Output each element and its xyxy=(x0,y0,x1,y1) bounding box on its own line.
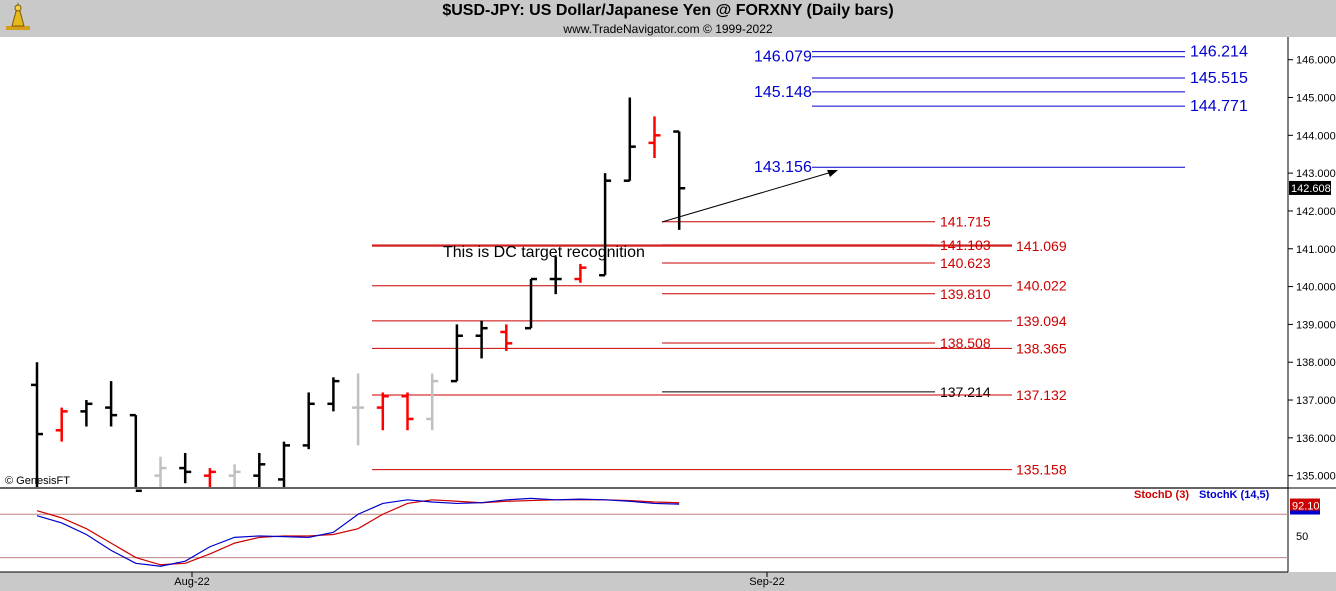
stoch-value-badge-k xyxy=(1290,510,1320,515)
price-bar xyxy=(129,413,142,493)
annotation-arrow-line xyxy=(661,171,833,223)
price-bar xyxy=(278,441,290,487)
level-label: 139.094 xyxy=(1016,313,1067,329)
price-bar xyxy=(253,452,266,487)
price-bar xyxy=(648,116,661,159)
price-tick-label: 146.000 xyxy=(1296,55,1336,67)
level-label: 139.810 xyxy=(940,286,991,302)
price-bar xyxy=(599,173,612,277)
level-label: 145.515 xyxy=(1190,70,1248,87)
target-levels: 146.214 146.079 145.515 145.148 144.771 143.1… xyxy=(372,44,1248,478)
price-bar xyxy=(376,392,389,431)
price-bar xyxy=(327,377,340,412)
stoch-legend-label: StochD (3) xyxy=(1134,489,1189,501)
annotation-text: This is DC target recognition xyxy=(443,244,645,261)
price-tick-label: 138.000 xyxy=(1296,357,1336,369)
price-tick-label: 140.000 xyxy=(1296,282,1336,294)
price-bar xyxy=(450,324,463,383)
last-price-label: 142.608 xyxy=(1291,183,1331,195)
price-bar xyxy=(525,277,537,330)
watermark-text: © GenesisFT xyxy=(5,475,70,487)
price-tick-label: 137.000 xyxy=(1296,395,1336,407)
annotation-arrow-head xyxy=(827,170,838,177)
level-label: 135.158 xyxy=(1016,462,1067,478)
annotation-layer: This is DC target recognition © GenesisF… xyxy=(5,244,645,487)
price-bar xyxy=(179,452,192,484)
price-tick-label: 141.000 xyxy=(1296,244,1336,256)
price-tick-label: 145.000 xyxy=(1296,93,1336,105)
level-label: 141.715 xyxy=(940,214,991,230)
price-tick-label: 136.000 xyxy=(1296,433,1336,445)
date-tick-label: Sep-22 xyxy=(749,576,784,588)
price-bar xyxy=(80,400,93,427)
level-label: 141.069 xyxy=(1016,238,1067,254)
price-bar xyxy=(500,324,513,351)
price-panel-background xyxy=(0,37,1288,487)
level-label: 140.623 xyxy=(940,255,991,271)
level-label: 146.214 xyxy=(1190,44,1248,61)
level-label: 140.022 xyxy=(1016,278,1067,294)
price-tick-label: 142.000 xyxy=(1296,206,1336,218)
stochastic-panel: 50 StochD (3) StochK (14,5) 92.10 xyxy=(0,489,1320,567)
stoch-tick-label: 50 xyxy=(1296,531,1308,543)
date-tick-label: Aug-22 xyxy=(174,576,209,588)
level-label: 143.156 xyxy=(754,159,812,176)
stoch-legend-label: StochK (14,5) xyxy=(1199,489,1270,501)
level-label: 137.214 xyxy=(940,384,991,400)
stoch-value-label: 92.10 xyxy=(1292,501,1320,513)
price-bar xyxy=(55,407,68,442)
price-tick-label: 143.000 xyxy=(1296,168,1336,180)
price-axis: 146.000 145.000 144.000 143.000 142.000 141.0… xyxy=(174,55,1336,588)
level-label: 144.771 xyxy=(1190,98,1248,115)
price-bar xyxy=(302,392,315,450)
trade-navigator-logo-icon xyxy=(4,2,32,32)
stoch-series-line xyxy=(36,497,680,567)
price-bar xyxy=(401,392,414,431)
level-label: 138.365 xyxy=(1016,340,1067,356)
level-label: 137.132 xyxy=(1016,387,1067,403)
axis-background xyxy=(1288,37,1336,572)
last-price-badge xyxy=(1289,180,1331,195)
price-tick-label: 144.000 xyxy=(1296,130,1336,142)
price-bar xyxy=(31,362,43,487)
price-bar xyxy=(475,320,488,359)
price-bar xyxy=(673,130,686,230)
chart-title: $USD-JPY: US Dollar/Japanese Yen @ FORXN… xyxy=(442,2,894,19)
price-bar xyxy=(549,256,562,295)
price-bar xyxy=(105,381,118,427)
price-bar xyxy=(574,263,587,283)
level-label: 145.148 xyxy=(754,84,812,101)
price-tick-label: 135.000 xyxy=(1296,471,1336,483)
price-bar xyxy=(154,456,167,487)
price-bar xyxy=(623,97,636,182)
copyright-text: www.TradeNavigator.com © 1999-2022 xyxy=(563,22,773,36)
level-label: 138.508 xyxy=(940,335,991,351)
price-bar xyxy=(352,373,365,446)
price-tick-label: 139.000 xyxy=(1296,319,1336,331)
price-bar xyxy=(203,468,216,487)
price-bars xyxy=(31,97,686,493)
price-bar xyxy=(228,464,241,487)
level-label: 146.079 xyxy=(754,49,812,66)
price-bar xyxy=(426,373,439,431)
stoch-value-badge xyxy=(1290,498,1320,513)
